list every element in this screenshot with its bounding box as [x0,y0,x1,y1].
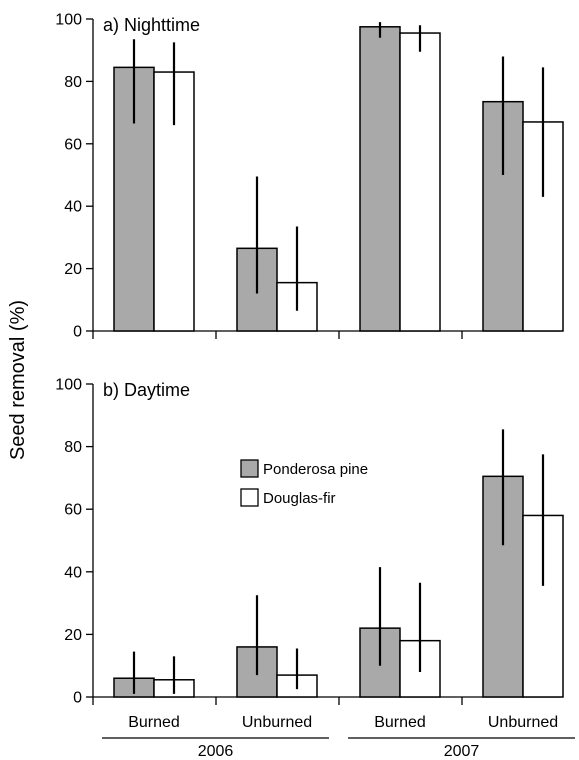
y-tick-label: 60 [64,502,82,519]
y-tick-label: 100 [55,377,82,394]
legend-label: Ponderosa pine [263,461,368,478]
y-axis-label: Seed removal (%) [7,300,29,460]
y-tick-label: 100 [55,12,82,29]
bar [522,514,564,698]
legend: Ponderosa pine Douglas-fir [240,459,368,507]
y-tick-label: 0 [73,324,82,341]
bar [399,32,441,332]
panel-b-daytime: 0 20 40 60 80 100 b) Daytime [55,377,564,707]
year-label: 2006 [198,743,234,760]
legend-label: Douglas-fir [263,490,336,507]
x-axis-labels: Burned Unburned Burned Unburned 2006 2007 [102,714,575,760]
panel-title: a) Nighttime [103,15,200,35]
category-label: Burned [374,714,426,731]
category-label: Unburned [488,714,558,731]
legend-swatch [240,488,259,507]
y-tick-label: 20 [64,627,82,644]
y-tick-label: 40 [64,564,82,581]
y-tick-label: 40 [64,199,82,216]
year-label: 2007 [444,743,480,760]
y-tick-label: 0 [73,690,82,707]
panel-a-nighttime: 0 20 40 60 80 100 a) Nighttime [55,12,564,341]
category-label: Burned [128,714,180,731]
y-tick-label: 60 [64,136,82,153]
panel-title: b) Daytime [103,380,190,400]
category-label: Unburned [242,714,312,731]
bar [359,26,401,332]
y-tick-label: 80 [64,74,82,91]
y-tick-label: 20 [64,261,82,278]
legend-swatch [240,459,259,478]
y-tick-label: 80 [64,439,82,456]
